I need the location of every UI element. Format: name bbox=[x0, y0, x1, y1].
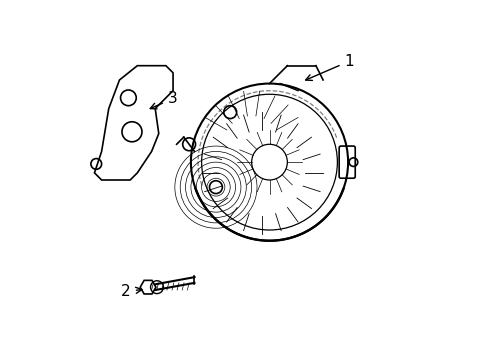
Text: 3: 3 bbox=[150, 91, 177, 109]
Text: 1: 1 bbox=[305, 54, 353, 80]
Text: 2: 2 bbox=[121, 284, 142, 299]
